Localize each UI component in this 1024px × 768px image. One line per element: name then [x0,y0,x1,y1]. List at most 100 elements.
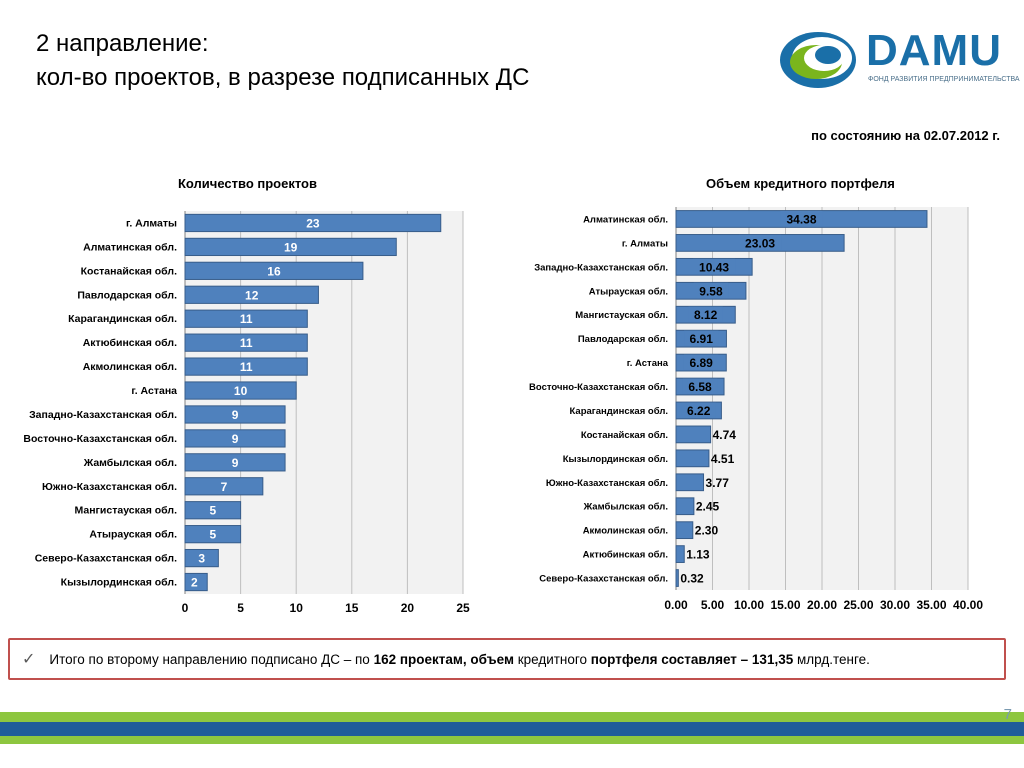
bar [184,477,264,496]
category-label: Акмолинская обл. [83,361,177,373]
data-label: 6.58 [688,380,712,394]
bar [184,237,397,257]
bar [675,449,710,468]
x-tick-label: 25.00 [843,598,873,612]
x-tick-label: 5 [237,601,244,615]
x-tick-label: 0 [182,601,189,615]
data-label: 8.12 [694,308,718,322]
x-tick-label: 0.00 [664,598,688,612]
x-tick-label: 15.00 [770,598,800,612]
data-label: 0.32 [680,572,704,586]
logo-subtitle: ФОНД РАЗВИТИЯ ПРЕДПРИНИМАТЕЛЬСТВА [868,76,1020,83]
category-label: Акмолинская обл. [583,526,668,537]
logo-text: DAMU [866,26,1002,75]
bar [184,405,286,424]
bar [184,333,308,352]
category-label: Северо-Казахстанская обл. [35,553,177,565]
data-label: 5 [209,528,216,542]
category-label: Западно-Казахстанская обл. [29,409,177,421]
category-label: Жамбылская обл. [83,457,177,469]
summary-text: Итого по второму направлению подписано Д… [49,651,870,667]
data-label-bg [688,306,723,322]
category-label: Южно-Казахстанская обл. [546,478,668,489]
data-label: 6.89 [689,356,713,370]
category-label: Кызылординская обл. [61,577,177,589]
bar [184,213,442,233]
data-label: 3 [198,552,205,566]
data-label: 4.74 [713,428,737,442]
bar [675,473,705,492]
data-label: 11 [240,312,253,326]
category-label: Актюбинская обл. [583,550,668,561]
category-label: Атырауская обл. [589,286,668,297]
category-label: Восточно-Казахстанская обл. [23,433,177,445]
x-tick-label: 15 [345,601,359,615]
data-label: 9 [232,408,239,422]
page-title-line1: 2 направление: [36,30,209,57]
checkmark-icon: ✓ [22,651,36,668]
category-label: г. Алматы [126,217,177,229]
bar [184,381,297,400]
data-label: 19 [284,240,298,254]
category-label: Костанайская обл. [581,430,668,441]
data-label: 5 [209,504,216,518]
category-label: г. Астана [131,385,177,397]
chart2-title: Объем кредитного портфеля [706,176,895,191]
page-number: 7 [1003,706,1012,723]
category-label: Актюбинская обл. [83,337,177,349]
data-label: 2.45 [696,500,720,514]
summary-box: ✓ Итого по второму направлению подписано… [8,638,1006,680]
data-label-bg [684,330,719,346]
category-label: Северо-Казахстанская обл. [539,574,668,585]
data-label: 4.51 [711,452,735,466]
data-label: 1.13 [686,548,710,562]
category-label: г. Алматы [622,238,668,249]
data-label: 34.38 [786,212,816,226]
category-label: Павлодарская обл. [578,334,668,345]
data-label-bg [693,258,736,274]
data-label: 6.91 [690,332,714,346]
data-label: 10 [234,384,248,398]
bar [184,572,208,592]
data-label: 23 [306,216,320,230]
damu-logo: DAMU ФОНД РАЗВИТИЯ ПРЕДПРИНИМАТЕЛЬСТВА [778,22,1020,92]
data-label: 10.43 [699,260,729,274]
bar [184,357,308,376]
data-label-bg [739,234,782,250]
bar [675,569,679,587]
data-label-bg [683,354,719,370]
bar [675,521,694,540]
category-label: Мангистауская обл. [575,310,668,321]
category-label: Карагандинская обл. [570,406,668,417]
data-label: 6.22 [687,404,711,418]
bar [184,453,286,472]
bar [675,425,712,444]
data-label: 11 [240,360,253,374]
data-label: 9 [232,432,239,446]
bar [184,548,219,568]
data-label-bg [682,378,718,394]
chart1-title: Количество проектов [178,176,317,191]
bar [184,429,286,448]
data-label-bg [693,282,729,298]
data-label: 16 [267,264,281,278]
data-label: 9.58 [699,284,723,298]
category-label: Кызылординская обл. [563,454,668,465]
category-label: Павлодарская обл. [77,289,177,301]
bar [184,285,319,304]
x-tick-label: 35.00 [916,598,946,612]
category-label: Южно-Казахстанская обл. [42,481,177,493]
data-label: 2 [191,576,198,590]
bar [184,501,242,520]
category-label: г. Астана [627,358,669,369]
x-tick-label: 5.00 [701,598,725,612]
data-label: 3.77 [706,476,730,490]
x-tick-label: 10 [290,601,304,615]
footer-band-blue [0,722,1024,736]
category-label: Костанайская обл. [81,265,177,277]
data-label: 11 [240,336,253,350]
category-label: Восточно-Казахстанская обл. [529,382,668,393]
bar [184,525,242,544]
